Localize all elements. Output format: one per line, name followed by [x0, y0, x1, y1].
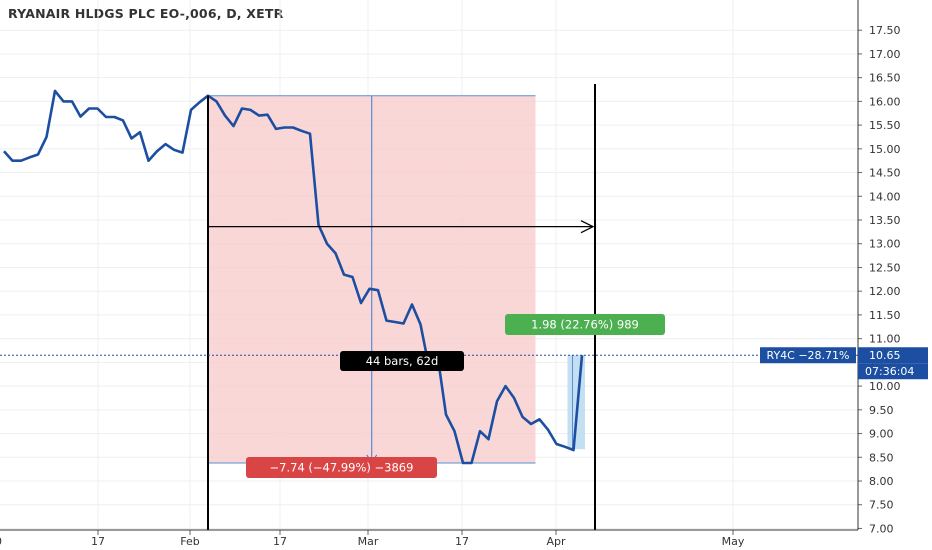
countdown-tag: 07:36:04 [865, 365, 914, 378]
y-tick-label: 11.50 [869, 309, 901, 322]
y-tick-label: 8.50 [869, 451, 894, 464]
up-measure-label: 1.98 (22.76%) 989 [531, 318, 639, 332]
y-tick-label: 9.00 [869, 428, 894, 441]
countdown-tag-bg [858, 363, 928, 380]
price-line[interactable] [3, 89, 584, 465]
y-tick-label: 15.00 [869, 143, 901, 156]
x-tick-label: 17 [455, 535, 469, 548]
y-tick-label: 16.00 [869, 95, 901, 108]
x-tick-label: Mar [358, 535, 379, 548]
x-tick-label: 2020 [0, 535, 2, 548]
symbol-tag: RY4C −28.71% [767, 349, 850, 362]
y-tick-label: 12.50 [869, 261, 901, 274]
bars-range-label: 44 bars, 62d [366, 354, 439, 368]
y-tick-label: 17.50 [869, 24, 901, 37]
axes: 17.50 17.00 16.50 16.00 15.50 15.00 14.50 14.00… [0, 0, 901, 548]
up-measure-area[interactable] [567, 355, 586, 450]
y-tick-label: 13.50 [869, 214, 901, 227]
y-tick-label: 7.00 [869, 522, 894, 535]
y-tick-label: 9.50 [869, 404, 894, 417]
price-tag: 10.65 [869, 349, 901, 362]
price-series[interactable] [3, 89, 584, 465]
x-tick-label: 17 [91, 535, 105, 548]
up-measure-label-bg [505, 314, 665, 335]
y-tick-label: 14.50 [869, 167, 901, 180]
bars-range-label-bg [340, 351, 464, 371]
x-tick-label: May [722, 535, 745, 548]
chart-title: RYANAIR HLDGS PLC EO-,006, D, XETR [8, 6, 284, 21]
y-tick-label: 13.00 [869, 238, 901, 251]
y-tick-label: 11.00 [869, 333, 901, 346]
down-measure-label-bg [246, 457, 437, 478]
arrow-head [580, 220, 595, 234]
y-tick-label: 15.50 [869, 119, 901, 132]
y-tick-label: 10.00 [869, 380, 901, 393]
down-measure-label: −7.74 (−47.99%) −3869 [270, 461, 414, 475]
y-tick-label: 14.00 [869, 190, 901, 203]
y-tick-label: 17.00 [869, 48, 901, 61]
y-tick-label: 16.50 [869, 72, 901, 85]
price-tag-bg [858, 347, 928, 364]
x-tick-label: 17 [273, 535, 287, 548]
x-tick-label: Feb [180, 535, 199, 548]
y-tick-label: 8.00 [869, 475, 894, 488]
x-tick-label: Apr [546, 535, 566, 548]
symbol-tag-bg [760, 347, 856, 364]
measure-labels: −7.74 (−47.99%) −3869 1.98 (22.76%) 989 44… [246, 314, 928, 478]
measure-tool[interactable] [208, 95, 586, 464]
y-tick-label: 7.50 [869, 499, 894, 512]
y-tick-label: 12.00 [869, 285, 901, 298]
